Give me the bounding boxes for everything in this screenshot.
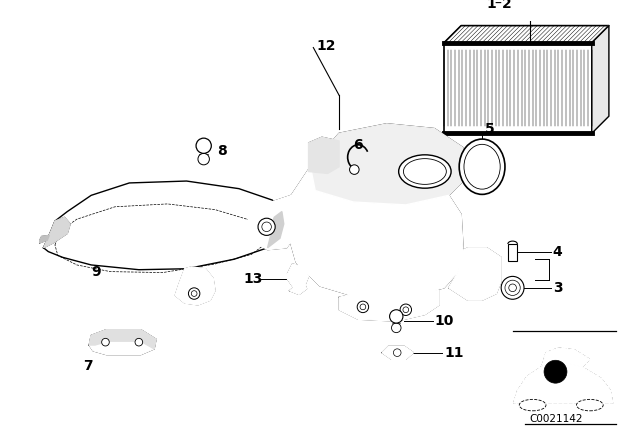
Polygon shape bbox=[339, 288, 439, 321]
Text: 4: 4 bbox=[552, 245, 563, 258]
Polygon shape bbox=[542, 348, 590, 367]
Text: 12: 12 bbox=[316, 39, 336, 53]
Text: 7: 7 bbox=[84, 359, 93, 373]
Ellipse shape bbox=[519, 399, 546, 411]
Ellipse shape bbox=[460, 139, 505, 194]
Polygon shape bbox=[289, 284, 307, 294]
Circle shape bbox=[196, 138, 211, 153]
Polygon shape bbox=[310, 124, 468, 205]
Bar bbox=[508, 244, 517, 261]
Polygon shape bbox=[89, 330, 156, 354]
Ellipse shape bbox=[577, 399, 603, 411]
Polygon shape bbox=[444, 26, 609, 43]
Text: 13: 13 bbox=[244, 272, 263, 286]
Polygon shape bbox=[287, 264, 308, 289]
Text: 8: 8 bbox=[217, 143, 227, 158]
Polygon shape bbox=[382, 346, 413, 359]
Polygon shape bbox=[592, 26, 609, 134]
Text: 10: 10 bbox=[435, 314, 454, 328]
Text: 5: 5 bbox=[485, 121, 495, 136]
Polygon shape bbox=[268, 211, 284, 248]
Polygon shape bbox=[175, 267, 215, 305]
Polygon shape bbox=[44, 181, 284, 270]
Circle shape bbox=[501, 276, 524, 299]
Circle shape bbox=[102, 338, 109, 346]
Polygon shape bbox=[308, 137, 339, 173]
Ellipse shape bbox=[399, 155, 451, 188]
Polygon shape bbox=[444, 43, 592, 134]
Text: 2: 2 bbox=[502, 0, 512, 11]
Text: 9: 9 bbox=[91, 265, 100, 279]
Circle shape bbox=[544, 360, 567, 383]
Text: 11: 11 bbox=[444, 346, 463, 360]
Circle shape bbox=[198, 153, 209, 165]
Circle shape bbox=[400, 304, 412, 315]
Polygon shape bbox=[513, 362, 612, 403]
Circle shape bbox=[258, 218, 275, 235]
Circle shape bbox=[392, 323, 401, 332]
Polygon shape bbox=[44, 217, 70, 248]
Circle shape bbox=[390, 310, 403, 323]
Text: 6: 6 bbox=[353, 138, 363, 152]
Polygon shape bbox=[287, 167, 463, 297]
Circle shape bbox=[349, 165, 359, 174]
Text: 1: 1 bbox=[487, 0, 497, 11]
Polygon shape bbox=[89, 330, 156, 349]
Polygon shape bbox=[449, 248, 501, 300]
Circle shape bbox=[188, 288, 200, 299]
Circle shape bbox=[357, 301, 369, 313]
Text: –: – bbox=[495, 0, 501, 11]
Polygon shape bbox=[248, 195, 296, 250]
Text: 3: 3 bbox=[552, 281, 563, 295]
Polygon shape bbox=[40, 235, 49, 243]
Circle shape bbox=[135, 338, 143, 346]
Text: C0021142: C0021142 bbox=[530, 414, 583, 424]
